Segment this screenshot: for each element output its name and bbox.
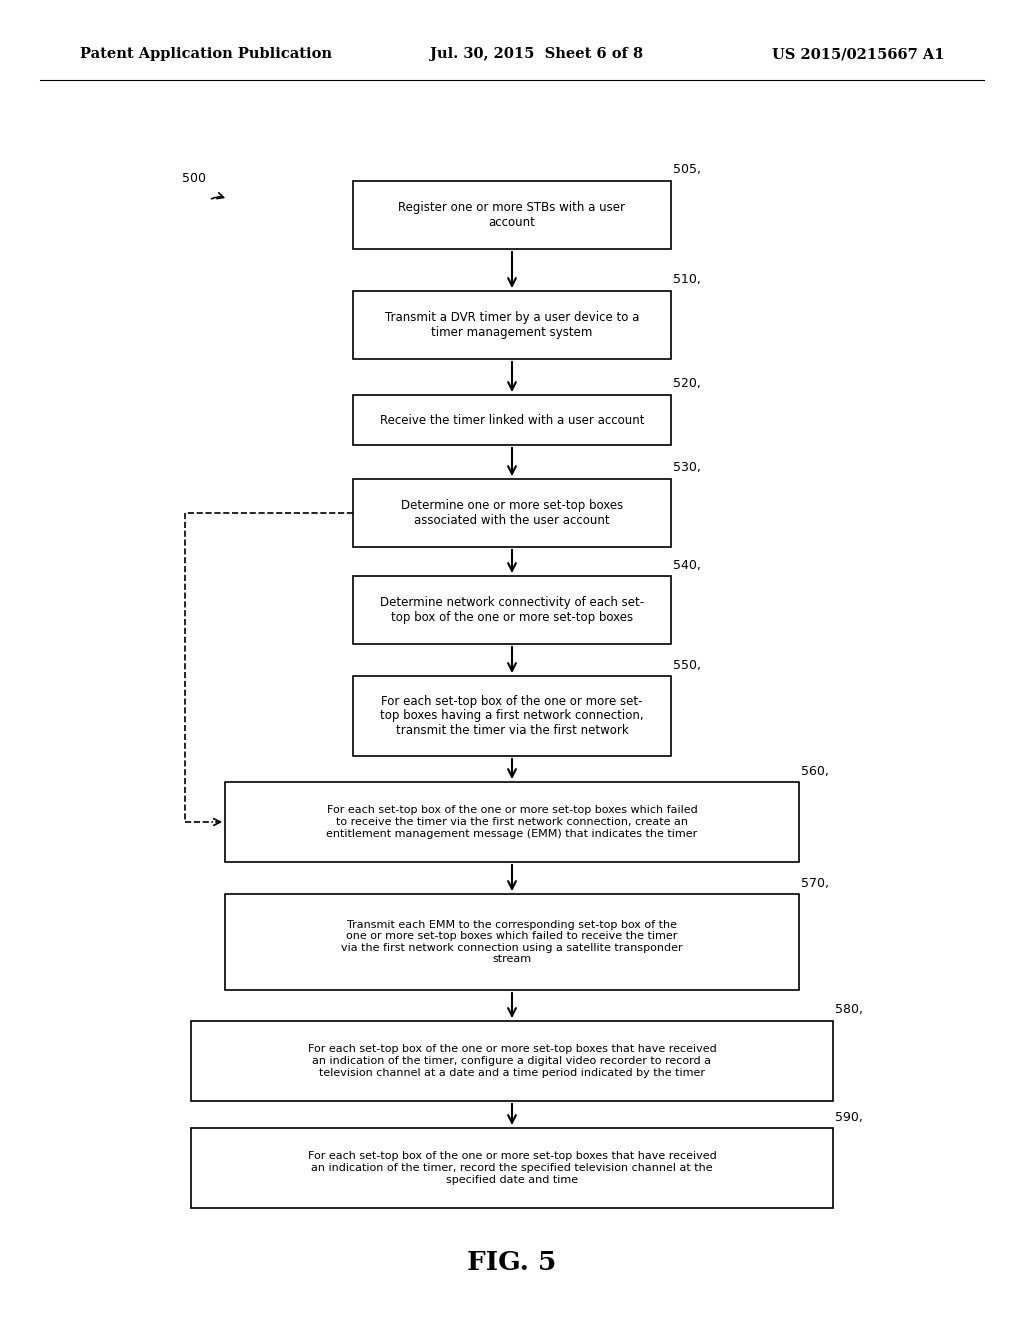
Text: 510,: 510, xyxy=(673,273,700,286)
Bar xyxy=(353,181,671,249)
Text: Register one or more STBs with a user
account: Register one or more STBs with a user ac… xyxy=(398,201,626,228)
Text: Receive the timer linked with a user account: Receive the timer linked with a user acc… xyxy=(380,413,644,426)
Text: Transmit each EMM to the corresponding set-top box of the
one or more set-top bo: Transmit each EMM to the corresponding s… xyxy=(341,920,683,965)
Text: For each set-top box of the one or more set-
top boxes having a first network co: For each set-top box of the one or more … xyxy=(380,694,644,738)
Bar xyxy=(191,1020,833,1101)
Text: Transmit a DVR timer by a user device to a
timer management system: Transmit a DVR timer by a user device to… xyxy=(385,312,639,339)
Text: 505,: 505, xyxy=(673,164,701,177)
Text: 590,: 590, xyxy=(835,1110,863,1123)
Text: Jul. 30, 2015  Sheet 6 of 8: Jul. 30, 2015 Sheet 6 of 8 xyxy=(430,48,643,61)
Text: US 2015/0215667 A1: US 2015/0215667 A1 xyxy=(771,48,944,61)
Bar xyxy=(353,676,671,756)
Text: 540,: 540, xyxy=(673,558,700,572)
Bar xyxy=(353,290,671,359)
Bar xyxy=(225,894,799,990)
Bar xyxy=(353,576,671,644)
Text: 530,: 530, xyxy=(673,462,700,474)
Bar xyxy=(353,479,671,546)
Text: Patent Application Publication: Patent Application Publication xyxy=(80,48,332,61)
Text: 500: 500 xyxy=(182,172,206,185)
Text: 550,: 550, xyxy=(673,659,701,672)
Text: 570,: 570, xyxy=(801,876,829,890)
Text: For each set-top box of the one or more set-top boxes which failed
to receive th: For each set-top box of the one or more … xyxy=(327,805,697,838)
Text: 580,: 580, xyxy=(835,1003,863,1016)
Text: 560,: 560, xyxy=(801,764,828,777)
Text: 520,: 520, xyxy=(673,378,700,391)
Bar xyxy=(353,395,671,445)
Text: Determine network connectivity of each set-
top box of the one or more set-top b: Determine network connectivity of each s… xyxy=(380,597,644,624)
Bar xyxy=(225,781,799,862)
Bar xyxy=(191,1129,833,1208)
Text: For each set-top box of the one or more set-top boxes that have received
an indi: For each set-top box of the one or more … xyxy=(307,1151,717,1184)
Text: For each set-top box of the one or more set-top boxes that have received
an indi: For each set-top box of the one or more … xyxy=(307,1044,717,1077)
Text: FIG. 5: FIG. 5 xyxy=(467,1250,557,1275)
Text: Determine one or more set-top boxes
associated with the user account: Determine one or more set-top boxes asso… xyxy=(400,499,624,527)
